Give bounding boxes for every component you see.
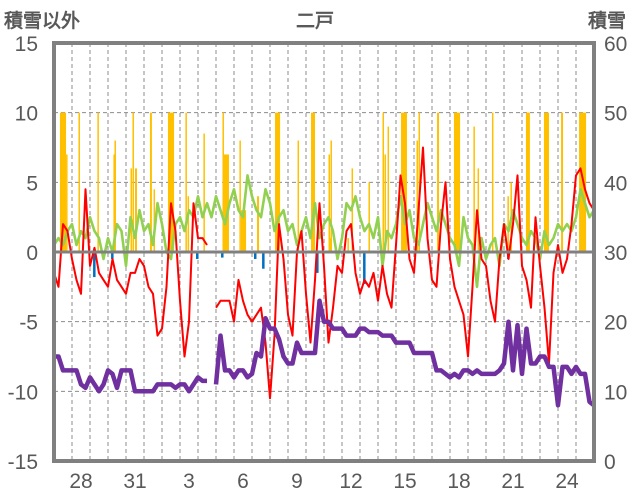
- orange-bar: [149, 112, 152, 253]
- right-tick-label: 10: [604, 381, 627, 404]
- orange-bar: [330, 140, 332, 252]
- blue-bar: [262, 252, 265, 269]
- orange-bar: [368, 182, 370, 252]
- orange-bar: [416, 140, 419, 252]
- right-tick-label: 20: [604, 312, 627, 335]
- orange-bar: [347, 238, 349, 252]
- orange-bar: [113, 154, 115, 252]
- left-tick-label: -15: [8, 451, 38, 474]
- orange-bar: [477, 168, 480, 252]
- orange-bar: [97, 112, 99, 253]
- orange-bar: [78, 112, 80, 253]
- left-tick-label: 5: [26, 172, 38, 195]
- x-tick-label: 9: [291, 470, 303, 493]
- left-tick-label: 0: [26, 242, 38, 265]
- left-tick-label: 15: [15, 33, 38, 56]
- orange-bar: [453, 112, 461, 253]
- right-tick-label: 40: [604, 172, 627, 195]
- right-axis-title: 積雪: [588, 10, 627, 32]
- orange-bar: [384, 154, 386, 252]
- x-tick-label: 31: [123, 470, 146, 493]
- orange-bar: [387, 126, 390, 252]
- left-tick-label: 10: [15, 103, 38, 126]
- blue-bar: [316, 252, 319, 273]
- blue-bar: [93, 252, 96, 278]
- x-tick-label: 18: [447, 470, 470, 493]
- orange-bar: [257, 196, 260, 252]
- right-tick-label: 50: [604, 103, 627, 126]
- x-tick-label: 15: [393, 470, 416, 493]
- orange-bar: [437, 112, 440, 253]
- orange-bar: [222, 112, 224, 253]
- blue-bar: [196, 252, 199, 259]
- orange-bar: [382, 112, 384, 253]
- series-purple-line: [213, 298, 596, 408]
- right-tick-label: 30: [604, 242, 627, 265]
- orange-bar: [473, 126, 475, 252]
- orange-bar: [167, 112, 175, 253]
- orange-bar: [59, 112, 67, 253]
- blue-bar: [111, 252, 114, 259]
- blue-bar: [253, 252, 257, 259]
- series-purple-line: [54, 354, 207, 394]
- chart-title: 二戸: [296, 10, 335, 32]
- orange-bar: [297, 140, 300, 252]
- right-tick-label: 60: [604, 33, 627, 56]
- orange-bar: [561, 112, 564, 253]
- orange-bar: [275, 112, 281, 253]
- orange-bar: [135, 168, 137, 252]
- plot-frame: [52, 41, 596, 463]
- orange-bar: [491, 112, 494, 253]
- left-tick-label: -5: [19, 312, 38, 335]
- orange-bar: [223, 154, 229, 252]
- series-red-line: [53, 188, 208, 358]
- orange-bar: [507, 196, 509, 252]
- blue-bar: [221, 252, 224, 258]
- x-tick-label: 28: [69, 470, 92, 493]
- left-axis-title: 積雪以外: [4, 10, 81, 32]
- orange-bar: [239, 140, 241, 252]
- orange-bar: [130, 168, 132, 252]
- blue-bar: [363, 252, 366, 285]
- x-tick-label: 6: [237, 470, 249, 493]
- orange-bar: [66, 154, 68, 252]
- right-tick-label: 0: [604, 451, 616, 474]
- orange-bar: [525, 112, 530, 253]
- orange-bar: [311, 112, 315, 253]
- x-tick-label: 21: [501, 470, 524, 493]
- orange-bar: [543, 112, 549, 253]
- orange-bar: [185, 112, 187, 253]
- series-red-line: [215, 146, 595, 400]
- orange-bar: [203, 133, 205, 252]
- orange-bar: [401, 112, 407, 253]
- x-tick-label: 24: [555, 470, 579, 493]
- orange-bar: [114, 140, 116, 252]
- left-tick-label: -10: [8, 381, 38, 404]
- x-tick-label: 3: [183, 470, 195, 493]
- x-tick-label: 12: [339, 470, 362, 493]
- orange-bar: [418, 112, 420, 253]
- orange-bar: [241, 210, 247, 252]
- orange-bar: [187, 196, 190, 252]
- orange-bar: [153, 189, 156, 252]
- orange-bar: [328, 154, 330, 252]
- orange-bar: [132, 112, 134, 253]
